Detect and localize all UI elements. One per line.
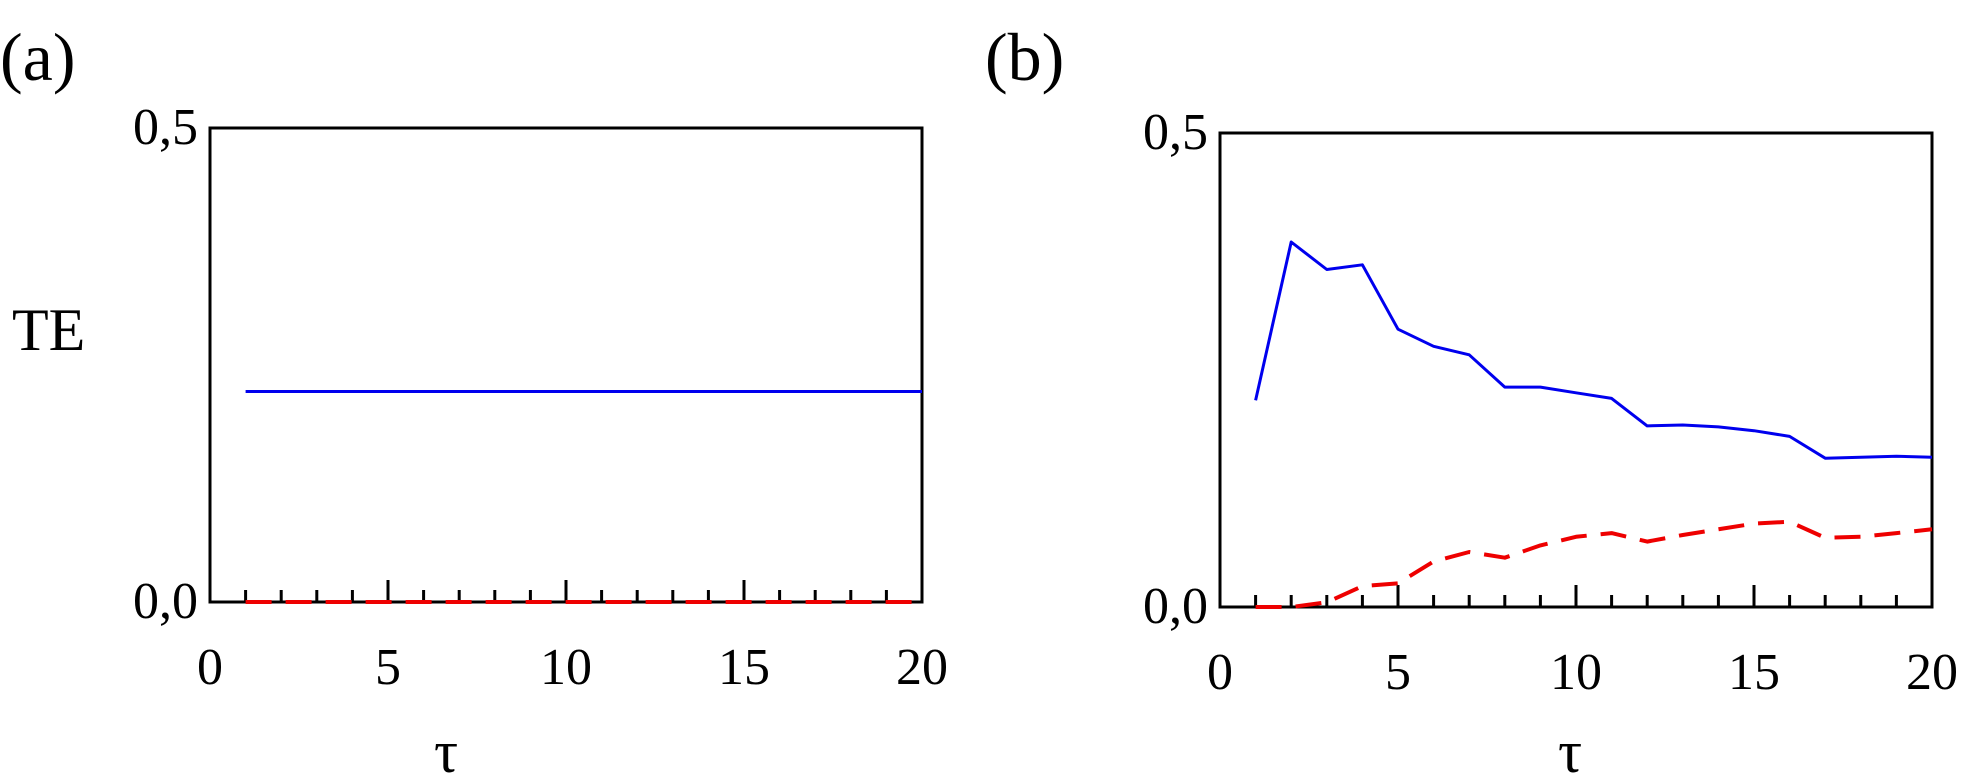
x-tick-labels-b: 0 5 10 15 20 bbox=[1207, 644, 1958, 701]
series-lines-b bbox=[1254, 240, 1933, 609]
panel-label-a: (a) bbox=[0, 19, 75, 95]
y-tick-label: 0,0 bbox=[1143, 578, 1208, 635]
x-tick-label: 10 bbox=[1550, 644, 1602, 701]
x-tick-label: 0 bbox=[197, 639, 223, 696]
plot-frame-a bbox=[208, 126, 924, 604]
series-line-dashed bbox=[1255, 519, 1933, 609]
x-tick-label: 0 bbox=[1207, 644, 1233, 701]
x-tick-label: 15 bbox=[1728, 644, 1780, 701]
x-tick-label: 5 bbox=[375, 639, 401, 696]
chart-panel-b: (b) τ 0 5 10 15 20 0,0 0,5 bbox=[985, 19, 1958, 784]
x-axis-label-a: τ bbox=[434, 719, 458, 784]
chart-panel-a: (a) TE τ 0 5 10 15 20 0,0 0,5 bbox=[0, 19, 948, 784]
y-tick-labels-b: 0,0 0,5 bbox=[1143, 104, 1208, 635]
x-tick-label: 15 bbox=[718, 639, 770, 696]
series-line-solid bbox=[1254, 240, 1933, 460]
y-tick-label: 0,0 bbox=[133, 573, 198, 630]
x-tick-label: 20 bbox=[1906, 644, 1958, 701]
panel-label-b: (b) bbox=[985, 19, 1064, 95]
tick-marks-a bbox=[244, 580, 888, 602]
y-tick-labels-a: 0,0 0,5 bbox=[133, 99, 198, 630]
y-tick-label: 0,5 bbox=[133, 99, 198, 156]
x-tick-label: 20 bbox=[896, 639, 948, 696]
tick-marks-b bbox=[1254, 585, 1898, 607]
y-tick-label: 0,5 bbox=[1143, 104, 1208, 161]
y-axis-label-a: TE bbox=[12, 297, 85, 363]
series-lines-a bbox=[245, 390, 922, 604]
x-axis-label-b: τ bbox=[1558, 719, 1582, 784]
x-tick-label: 5 bbox=[1385, 644, 1411, 701]
x-tick-labels-a: 0 5 10 15 20 bbox=[197, 639, 948, 696]
x-tick-label: 10 bbox=[540, 639, 592, 696]
